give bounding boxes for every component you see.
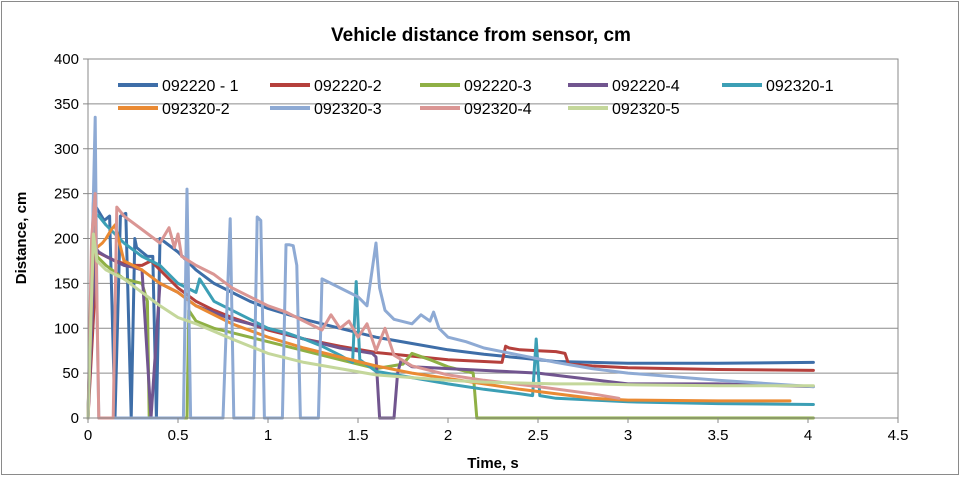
series-line-2 (86, 228, 815, 420)
y-tick-label: 0 (71, 410, 79, 427)
legend-label: 092220-3 (464, 78, 532, 95)
legend-label: 092220-4 (612, 78, 680, 95)
legend-label: 092320-5 (612, 101, 680, 118)
series-line-8 (86, 232, 815, 420)
x-tick-label: 2.5 (528, 427, 549, 444)
series-line-1 (86, 250, 815, 420)
y-tick-label: 50 (62, 365, 79, 382)
series-line-3 (86, 246, 815, 420)
x-axis-title: Time, s (467, 455, 518, 472)
x-tick-label: 4.5 (888, 427, 909, 444)
x-axis-ticks: 0 0.5 1 1.5 2 2.5 3 3.5 4 4.5 (84, 418, 909, 444)
x-tick-label: 4 (804, 427, 812, 444)
legend-label: 092220-2 (314, 78, 382, 95)
series-lines (86, 115, 815, 420)
series-line-0 (86, 201, 815, 420)
y-tick-label: 400 (54, 51, 79, 68)
y-tick-label: 250 (54, 186, 79, 203)
legend-label: 092320-1 (766, 78, 834, 95)
chart-title: Vehicle distance from sensor, cm (331, 25, 631, 46)
legend: 092220 - 1 092220-2 092220-3 092220-4 092320… (118, 78, 834, 118)
y-tick-label: 200 (54, 231, 79, 248)
x-tick-label: 3.5 (708, 427, 729, 444)
legend-label: 092220 - 1 (162, 78, 239, 95)
y-tick-label: 100 (54, 320, 79, 337)
y-tick-label: 150 (54, 275, 79, 292)
y-tick-label: 300 (54, 141, 79, 158)
x-tick-label: 2 (444, 427, 452, 444)
legend-label: 092320-2 (162, 101, 230, 118)
x-tick-label: 3 (624, 427, 632, 444)
x-tick-label: 0 (84, 427, 92, 444)
series-line-5 (86, 223, 792, 420)
x-tick-label: 0.5 (168, 427, 189, 444)
series-line-4 (86, 210, 815, 420)
legend-label: 092320-3 (314, 101, 382, 118)
x-tick-label: 1 (264, 427, 272, 444)
y-axis-ticks: 0 50 100 150 200 250 300 350 400 (54, 51, 88, 427)
gridlines (88, 58, 898, 374)
y-axis-title: Distance, cm (13, 192, 30, 285)
x-tick-label: 1.5 (348, 427, 369, 444)
legend-label: 092320-4 (464, 101, 532, 118)
y-tick-label: 350 (54, 96, 79, 113)
